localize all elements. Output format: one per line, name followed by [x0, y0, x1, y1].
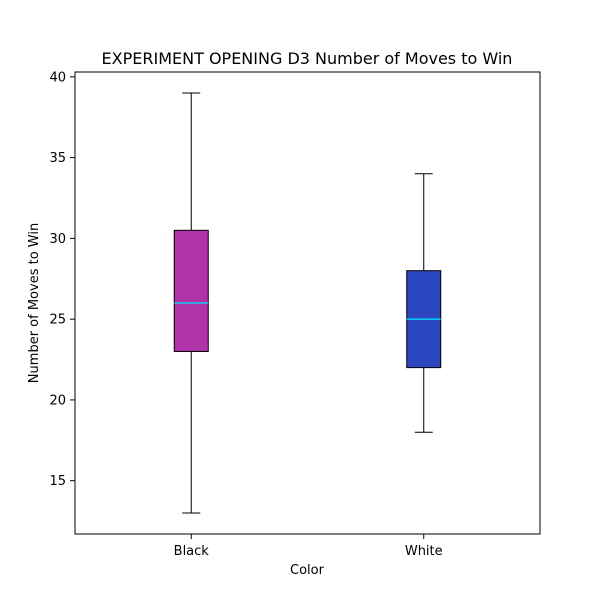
plot-frame	[74, 71, 541, 535]
y-tick-label: 25	[49, 313, 66, 328]
y-tick-label: 15	[49, 474, 66, 489]
y-tick-label: 40	[49, 70, 66, 85]
x-axis-label: Color	[290, 563, 325, 578]
y-tick-label: 20	[49, 393, 66, 408]
x-tick-label: Black	[174, 544, 210, 559]
box-black	[173, 229, 209, 352]
y-tick-label: 30	[49, 232, 66, 247]
plot-area: 15 20 25 30 35 40 Black White	[49, 70, 541, 559]
y-tick-label: 35	[49, 151, 66, 166]
x-tick-label: White	[405, 544, 443, 559]
chart-title: EXPERIMENT OPENING D3 Number of Moves to…	[102, 49, 513, 68]
y-axis-label: Number of Moves to Win	[27, 223, 42, 383]
